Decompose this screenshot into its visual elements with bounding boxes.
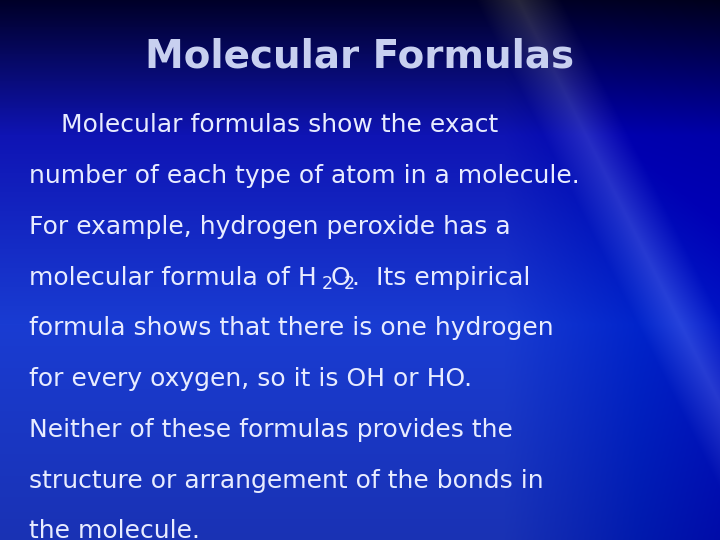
Text: 2: 2 [322, 275, 333, 293]
Text: number of each type of atom in a molecule.: number of each type of atom in a molecul… [29, 164, 580, 188]
Text: the molecule.: the molecule. [29, 519, 200, 540]
Text: For example, hydrogen peroxide has a: For example, hydrogen peroxide has a [29, 215, 510, 239]
Text: Neither of these formulas provides the: Neither of these formulas provides the [29, 418, 513, 442]
Text: Molecular Formulas: Molecular Formulas [145, 38, 575, 76]
Text: formula shows that there is one hydrogen: formula shows that there is one hydrogen [29, 316, 554, 340]
Text: molecular formula of H: molecular formula of H [29, 266, 317, 289]
Text: Molecular formulas show the exact: Molecular formulas show the exact [29, 113, 498, 137]
Text: for every oxygen, so it is OH or HO.: for every oxygen, so it is OH or HO. [29, 367, 472, 391]
Text: structure or arrangement of the bonds in: structure or arrangement of the bonds in [29, 469, 544, 492]
Text: .  Its empirical: . Its empirical [353, 266, 531, 289]
Text: 2: 2 [344, 275, 355, 293]
Text: O: O [330, 266, 350, 289]
